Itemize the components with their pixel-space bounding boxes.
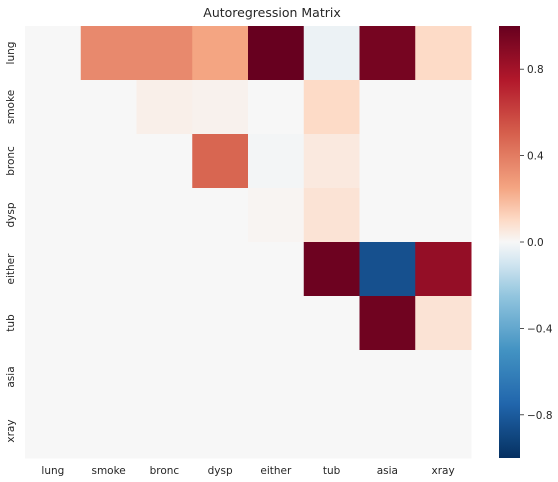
heatmap-cell-dysp-dysp <box>192 188 248 243</box>
y-tick-label: either <box>5 253 17 285</box>
heatmap-cell-smoke-either <box>248 80 304 135</box>
y-tick-label: xray <box>5 419 17 442</box>
x-tick-label: xray <box>432 465 455 477</box>
heatmap-cell-dysp-xray <box>415 188 471 243</box>
heatmap-cell-bronc-smoke <box>81 134 137 189</box>
heatmap-cell-dysp-bronc <box>137 188 193 243</box>
heatmap-cell-asia-dysp <box>192 350 248 405</box>
heatmap-cell-lung-tub <box>304 26 360 81</box>
heatmap-cell-smoke-bronc <box>137 80 193 135</box>
chart-title: Autoregression Matrix <box>203 5 340 20</box>
x-tick-label: tub <box>323 465 341 477</box>
heatmap-cell-bronc-asia <box>360 134 416 189</box>
heatmap-cell-tub-either <box>248 296 304 351</box>
heatmap-cell-tub-smoke <box>81 296 137 351</box>
heatmap-cell-bronc-xray <box>415 134 471 189</box>
heatmap-cell-lung-either <box>248 26 304 81</box>
heatmap-cell-lung-lung <box>25 26 81 81</box>
heatmap-cell-dysp-smoke <box>81 188 137 243</box>
heatmap-cell-xray-dysp <box>192 404 248 459</box>
colorbar: 0.8 0.4 0.0 −0.4 −0.8 <box>499 26 553 458</box>
heatmap-cell-asia-smoke <box>81 350 137 405</box>
heatmap-cell-asia-xray <box>415 350 471 405</box>
heatmap-cell-asia-asia <box>360 350 416 405</box>
y-tick-label: asia <box>5 366 17 387</box>
heatmap-cell-tub-xray <box>415 296 471 351</box>
heatmap-cell-smoke-dysp <box>192 80 248 135</box>
colorbar-gradient <box>499 26 520 458</box>
heatmap-cell-tub-bronc <box>137 296 193 351</box>
heatmap-cell-tub-lung <box>25 296 81 351</box>
heatmap-cell-xray-either <box>248 404 304 459</box>
heatmap-cell-either-dysp <box>192 242 248 297</box>
heatmap-cell-asia-either <box>248 350 304 405</box>
heatmap-cells <box>25 26 472 459</box>
heatmap-cell-either-either <box>248 242 304 297</box>
heatmap-cell-bronc-lung <box>25 134 81 189</box>
heatmap-cell-dysp-tub <box>304 188 360 243</box>
heatmap-cell-asia-lung <box>25 350 81 405</box>
heatmap-cell-either-smoke <box>81 242 137 297</box>
heatmap-cell-smoke-smoke <box>81 80 137 135</box>
y-tick-label: bronc <box>5 146 17 176</box>
heatmap-cell-asia-bronc <box>137 350 193 405</box>
heatmap-cell-dysp-either <box>248 188 304 243</box>
heatmap-cell-lung-smoke <box>81 26 137 81</box>
heatmap-cell-lung-asia <box>360 26 416 81</box>
heatmap-cell-either-bronc <box>137 242 193 297</box>
x-tick-label: either <box>260 465 292 477</box>
heatmap-cell-asia-tub <box>304 350 360 405</box>
heatmap-cell-xray-asia <box>360 404 416 459</box>
heatmap-cell-lung-bronc <box>137 26 193 81</box>
colorbar-tick-label: 0.4 <box>527 151 544 163</box>
heatmap-cell-tub-dysp <box>192 296 248 351</box>
heatmap-cell-dysp-lung <box>25 188 81 243</box>
heatmap-cell-bronc-bronc <box>137 134 193 189</box>
y-tick-label: smoke <box>5 90 17 124</box>
heatmap-cell-either-lung <box>25 242 81 297</box>
heatmap-cell-tub-tub <box>304 296 360 351</box>
heatmap-cell-tub-asia <box>360 296 416 351</box>
x-tick-label: smoke <box>91 465 125 477</box>
heatmap-cell-xray-lung <box>25 404 81 459</box>
y-tick-label: dysp <box>5 202 17 227</box>
heatmap-cell-lung-dysp <box>192 26 248 81</box>
y-tick-label: tub <box>5 314 17 332</box>
x-tick-labels: lung smoke bronc dysp either tub asia xray <box>41 465 454 477</box>
colorbar-tick-label: 0.0 <box>527 237 544 249</box>
colorbar-tick-label: −0.4 <box>527 323 553 335</box>
heatmap-cell-smoke-asia <box>360 80 416 135</box>
heatmap-cell-either-tub <box>304 242 360 297</box>
heatmap-cell-bronc-tub <box>304 134 360 189</box>
heatmap-cell-xray-bronc <box>137 404 193 459</box>
heatmap-cell-dysp-asia <box>360 188 416 243</box>
x-tick-label: asia <box>377 465 398 477</box>
heatmap-cell-either-asia <box>360 242 416 297</box>
x-tick-label: lung <box>41 465 64 477</box>
y-tick-label: lung <box>5 42 17 65</box>
heatmap-cell-either-xray <box>415 242 471 297</box>
heatmap-cell-smoke-tub <box>304 80 360 135</box>
heatmap-cell-xray-xray <box>415 404 471 459</box>
heatmap-cell-smoke-lung <box>25 80 81 135</box>
x-tick-label: bronc <box>150 465 180 477</box>
heatmap-cell-smoke-xray <box>415 80 471 135</box>
y-tick-labels: lung smoke bronc dysp either tub asia xray <box>5 42 17 443</box>
heatmap-cell-bronc-dysp <box>192 134 248 189</box>
heatmap-cell-lung-xray <box>415 26 471 81</box>
x-tick-label: dysp <box>208 465 233 477</box>
heatmap-cell-xray-smoke <box>81 404 137 459</box>
heatmap-cell-bronc-either <box>248 134 304 189</box>
colorbar-tick-label: 0.8 <box>527 64 544 76</box>
heatmap-cell-xray-tub <box>304 404 360 459</box>
colorbar-tick-label: −0.8 <box>527 410 553 422</box>
